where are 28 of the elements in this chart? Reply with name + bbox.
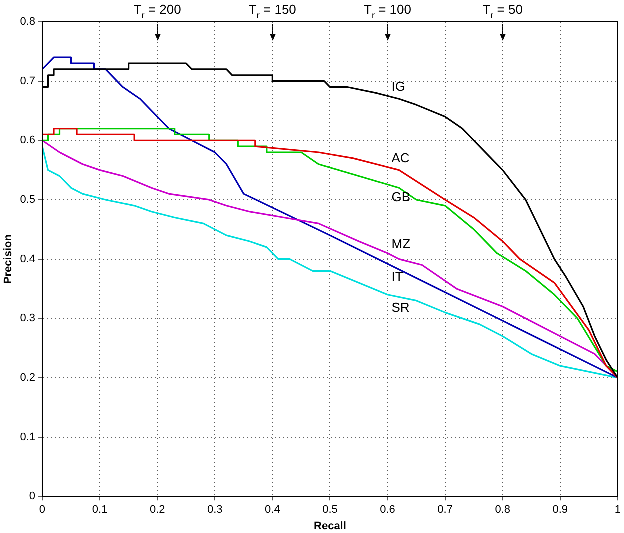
series-label: MZ: [392, 236, 411, 252]
y-tick-label: 0.2: [20, 372, 36, 384]
x-tick-label: 0.7: [438, 504, 453, 516]
x-tick-label: 0.2: [150, 504, 166, 516]
x-tick-label: 1: [614, 504, 622, 516]
y-tick-label: 0.5: [20, 194, 36, 206]
x-tick-label: 0.5: [322, 504, 338, 516]
x-tick-label: 0: [39, 504, 46, 516]
y-tick-label: 0.1: [20, 431, 36, 444]
x-tick-label: 0.3: [207, 504, 223, 516]
x-tick-label: 0.9: [552, 504, 568, 516]
series-label: IT: [392, 269, 404, 284]
x-tick-label: 0.4: [265, 504, 280, 516]
y-tick-label: 0.8: [20, 16, 36, 28]
series-label: GB: [392, 190, 411, 205]
series-label: AC: [392, 150, 410, 166]
x-tick-label: 0.1: [92, 504, 108, 516]
x-axis-title: Recall: [314, 520, 346, 532]
y-tick-label: 0.4: [20, 253, 36, 266]
y-axis-title: Precision: [2, 234, 15, 284]
y-tick-label: 0.6: [20, 134, 36, 147]
y-tick-label: 0: [29, 490, 36, 503]
x-tick-label: 0.6: [380, 504, 396, 516]
series-label: IG: [392, 79, 406, 94]
series-label: SR: [392, 300, 410, 315]
x-tick-label: 0.8: [495, 504, 510, 516]
y-tick-label: 0.3: [20, 312, 36, 325]
y-tick-label: 0.7: [20, 75, 36, 88]
